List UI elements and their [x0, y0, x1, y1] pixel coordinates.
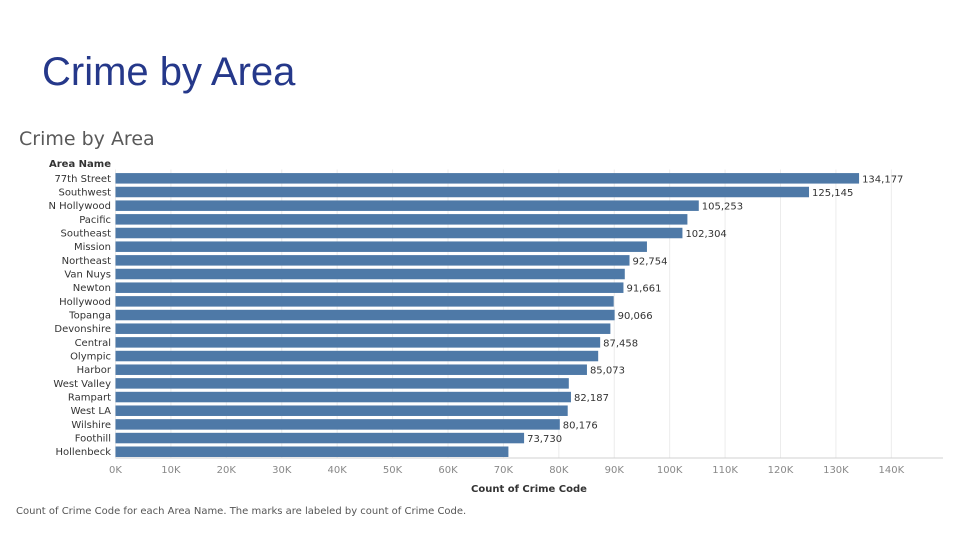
category-label: Central	[75, 338, 111, 349]
category-label: Devonshire	[54, 324, 111, 335]
x-tick-label: 110K	[712, 465, 738, 476]
category-label: Mission	[74, 242, 111, 253]
category-label: Foothill	[75, 434, 111, 445]
bar[interactable]	[115, 446, 509, 457]
x-tick-label: 40K	[328, 465, 348, 476]
category-label: Rampart	[68, 393, 111, 404]
x-tick-label: 10K	[161, 465, 181, 476]
bar[interactable]	[115, 419, 560, 430]
category-label: Olympic	[70, 352, 111, 363]
x-tick-label: 90K	[605, 465, 625, 476]
data-label: 90,066	[618, 311, 653, 322]
x-tick-label: 70K	[494, 465, 514, 476]
data-label: 125,145	[812, 188, 853, 199]
x-tick-label: 120K	[768, 465, 794, 476]
data-label: 134,177	[862, 174, 903, 185]
bar[interactable]	[115, 309, 615, 321]
bar[interactable]	[115, 350, 599, 362]
bar[interactable]	[115, 214, 688, 225]
data-label: 92,754	[633, 256, 668, 267]
x-axis-title: Count of Crime Code	[471, 484, 587, 495]
chart-title: Crime by Area	[19, 128, 155, 150]
category-label: 77th Street	[54, 174, 111, 185]
category-label: Southeast	[61, 229, 112, 240]
x-tick-label: 0K	[109, 465, 122, 476]
data-label: 82,187	[574, 393, 609, 404]
row-header: Area Name	[49, 159, 111, 170]
category-label: West Valley	[53, 379, 111, 390]
x-tick-label: 50K	[383, 465, 403, 476]
bars: 77th Street 134,177 Southwest 125,145 N Holl…	[48, 173, 903, 458]
data-label: 102,304	[685, 229, 726, 240]
x-tick-label: 60K	[438, 465, 458, 476]
category-label: Southwest	[58, 188, 111, 199]
bar[interactable]	[115, 337, 601, 348]
bar[interactable]	[115, 200, 699, 211]
bar[interactable]	[115, 255, 630, 266]
bar[interactable]	[115, 186, 810, 198]
bar[interactable]	[115, 364, 587, 375]
category-label: Newton	[73, 283, 111, 294]
category-label: Topanga	[68, 311, 111, 322]
category-label: Van Nuys	[64, 270, 111, 281]
x-tick-label: 80K	[549, 465, 569, 476]
data-label: 73,730	[527, 434, 562, 445]
data-label: 105,253	[702, 202, 743, 213]
x-tick-label: 30K	[272, 465, 292, 476]
bar[interactable]	[115, 173, 860, 184]
x-tick-label: 140K	[879, 465, 905, 476]
bar[interactable]	[115, 432, 525, 444]
data-label: 85,073	[590, 366, 625, 377]
category-label: Hollenbeck	[56, 447, 112, 458]
category-label: Hollywood	[59, 297, 111, 308]
bar[interactable]	[115, 405, 568, 416]
chart-caption: Count of Crime Code for each Area Name. …	[16, 506, 467, 517]
bar[interactable]	[115, 268, 625, 280]
data-label: 87,458	[603, 338, 638, 349]
slide-title: Crime by Area	[42, 50, 296, 94]
x-tick-label: 130K	[823, 465, 849, 476]
category-label: Northeast	[62, 256, 111, 267]
category-label: Pacific	[79, 215, 111, 226]
bar[interactable]	[115, 296, 614, 307]
bar[interactable]	[115, 391, 571, 403]
x-axis: 0K 10K 20K 30K 40K 50K 60K 70K 80K 90K 100K 110K 120…	[109, 457, 943, 476]
bar[interactable]	[115, 282, 624, 293]
category-label: Wilshire	[71, 420, 111, 431]
x-tick-label: 20K	[217, 465, 237, 476]
data-label: 91,661	[626, 284, 661, 295]
data-label: 80,176	[563, 420, 598, 431]
category-label: West LA	[71, 406, 112, 417]
category-label: N Hollywood	[48, 201, 111, 212]
bar[interactable]	[115, 378, 569, 389]
bar[interactable]	[115, 323, 611, 334]
x-tick-label: 100K	[657, 465, 683, 476]
bar[interactable]	[115, 241, 647, 252]
bar[interactable]	[115, 227, 683, 239]
category-label: Harbor	[77, 365, 112, 376]
